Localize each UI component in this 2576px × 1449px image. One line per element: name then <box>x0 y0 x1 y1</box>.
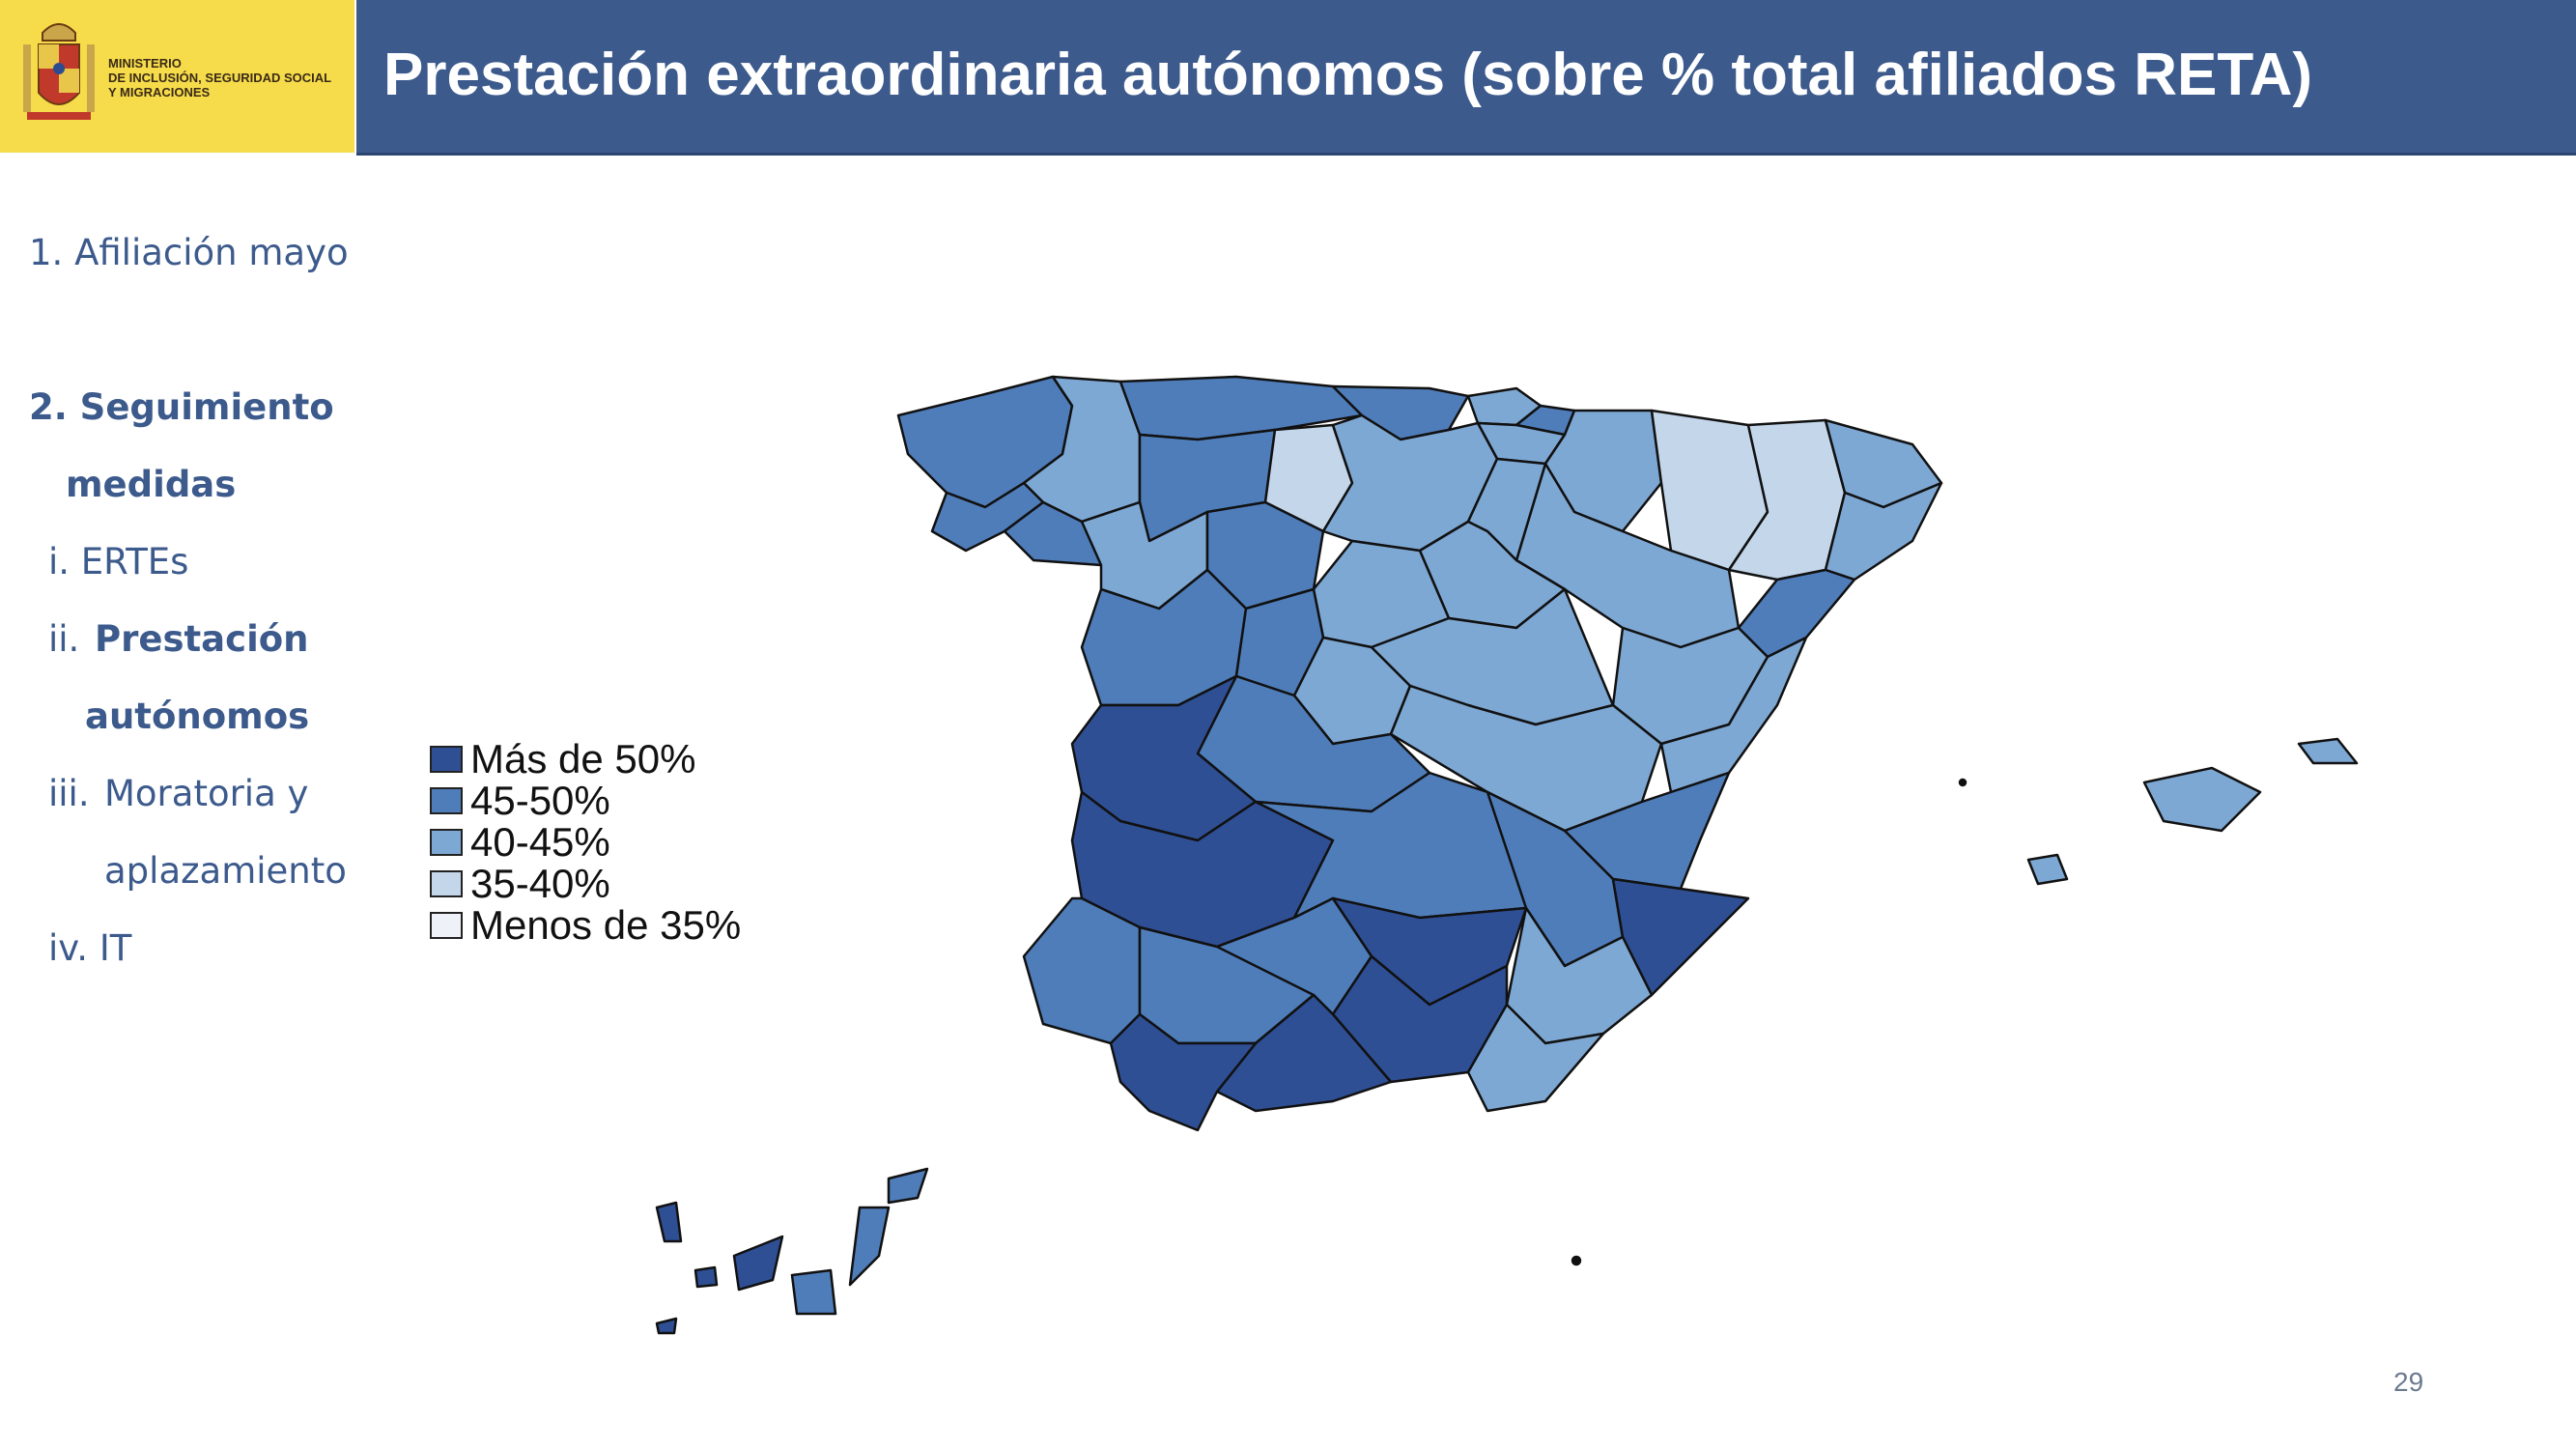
legend-item: 35-40% <box>430 861 610 906</box>
spain-provinces-map <box>655 375 2359 1335</box>
legend-swatch <box>430 746 463 773</box>
melilla-dot <box>1571 1255 1582 1266</box>
legend-label: 45-50% <box>470 778 610 823</box>
nav-subitem-number: ii. <box>48 618 80 660</box>
legend-item: 40-45% <box>430 819 610 865</box>
province-malaga <box>1215 993 1393 1113</box>
legend-swatch <box>430 829 463 856</box>
province-canarias-tenerife <box>732 1235 784 1292</box>
ceuta-dot <box>1958 778 1967 787</box>
page-title: Prestación extraordinaria autónomos (sob… <box>383 42 2313 108</box>
legend-label: 40-45% <box>470 819 610 865</box>
legend-item: 45-50% <box>430 778 610 823</box>
province-cuenca <box>1389 684 1663 833</box>
province-baleares-ibiza <box>2026 853 2069 886</box>
ministry-name: MINISTERIO DE INCLUSIÓN, SEGURIDAD SOCIA… <box>108 56 350 99</box>
province-baleares-menorca <box>2297 737 2359 765</box>
nav-subitem-moratoria[interactable]: Moratoria y <box>104 773 309 814</box>
coat-of-arms-icon <box>23 23 95 120</box>
ministry-line: MINISTERIO <box>108 56 182 71</box>
province-canarias-hierro <box>655 1317 678 1335</box>
legend-label: Menos de 35% <box>470 902 742 948</box>
nav-item-seguimiento[interactable]: 2. Seguimiento <box>29 386 334 428</box>
legend-label: 35-40% <box>470 861 610 906</box>
title-band: Prestación extraordinaria autónomos (sob… <box>356 0 2576 156</box>
legend-swatch <box>430 912 463 939</box>
nav-subitem-moratoria-cont: aplazamiento <box>104 850 347 892</box>
nav-subitem-it[interactable]: iv. IT <box>48 927 132 969</box>
legend-item: Menos de 35% <box>430 902 742 948</box>
nav-item-afiliacion[interactable]: 1. Afiliación mayo <box>29 232 349 273</box>
legend-swatch <box>430 870 463 897</box>
ministry-logo: MINISTERIO DE INCLUSIÓN, SEGURIDAD SOCIA… <box>0 0 354 153</box>
ministry-line: Y MIGRACIONES <box>108 85 211 99</box>
nav-subitem-number: iii. <box>48 773 90 814</box>
header: MINISTERIO DE INCLUSIÓN, SEGURIDAD SOCIA… <box>0 0 2576 156</box>
province-huelva <box>1022 896 1142 1045</box>
ministry-line: DE INCLUSIÓN, SEGURIDAD SOCIAL <box>108 71 332 85</box>
province-canarias-fuerteventura <box>848 1206 891 1287</box>
province-cadiz <box>1109 1012 1258 1132</box>
nav-subitem-prestacion-cont: autónomos <box>85 696 310 737</box>
nav-subitem-prestacion[interactable]: Prestación <box>95 618 309 660</box>
nav-subitem-ertes[interactable]: i. ERTEs <box>48 541 189 582</box>
legend-label: Más de 50% <box>470 736 696 781</box>
province-baleares-mallorca <box>2142 766 2262 833</box>
province-canarias-lanzarote <box>887 1167 929 1205</box>
legend-swatch <box>430 787 463 814</box>
province-canarias-la-palma <box>655 1201 683 1243</box>
nav-item-seguimiento-cont: medidas <box>66 464 237 505</box>
page-number: 29 <box>2393 1367 2424 1397</box>
legend-item: Más de 50% <box>430 736 696 781</box>
province-canarias-gran-canaria <box>790 1268 837 1316</box>
province-canarias-gomera <box>694 1265 719 1289</box>
province-almeria <box>1466 1003 1605 1113</box>
